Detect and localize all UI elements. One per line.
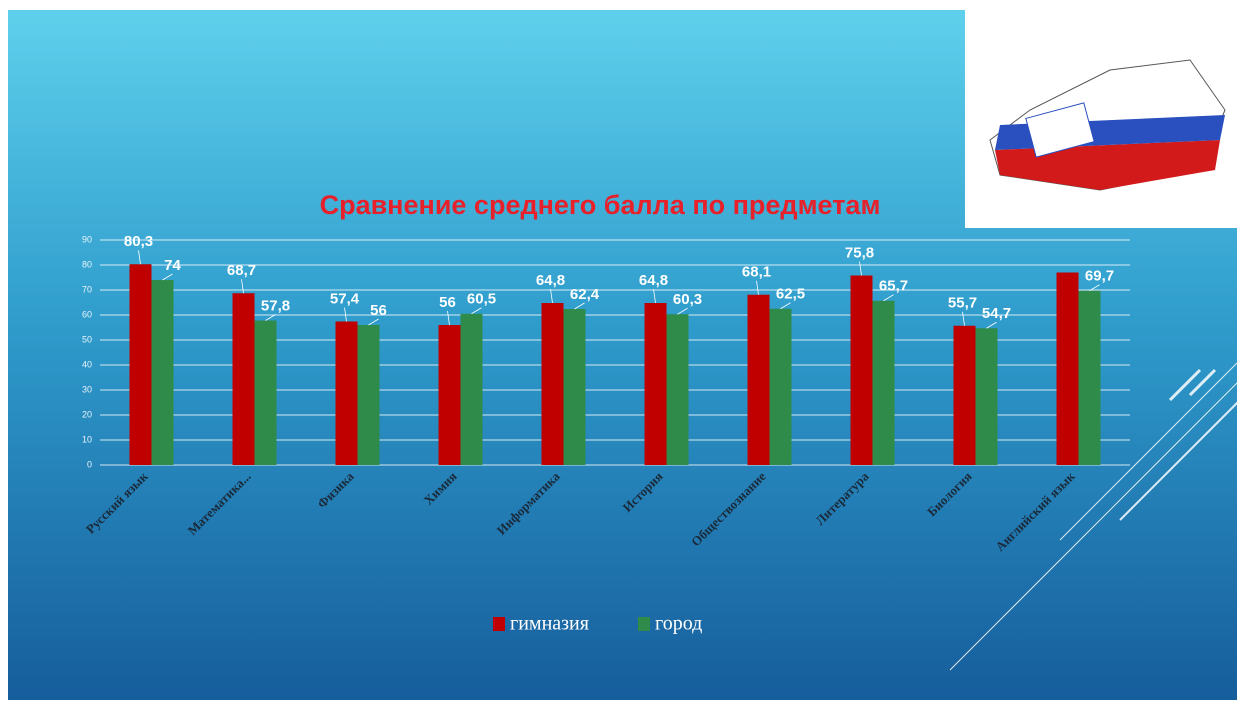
data-label: 62,5 bbox=[776, 286, 805, 303]
leader-line bbox=[471, 307, 482, 315]
leader-line bbox=[677, 307, 688, 315]
leader-line bbox=[1089, 284, 1100, 292]
y-tick-label: 60 bbox=[82, 309, 92, 319]
logo bbox=[965, 10, 1240, 228]
bar bbox=[460, 313, 483, 465]
bar bbox=[541, 303, 564, 465]
bar bbox=[872, 300, 895, 465]
leader-line bbox=[138, 250, 141, 265]
data-label: 74 bbox=[164, 257, 181, 274]
bar bbox=[953, 325, 976, 465]
bar bbox=[850, 275, 873, 465]
bar bbox=[438, 325, 461, 465]
data-label: 54,7 bbox=[982, 305, 1011, 322]
data-label: 68,7 bbox=[227, 262, 256, 279]
y-tick-label: 20 bbox=[82, 409, 92, 419]
bar bbox=[563, 309, 586, 465]
leader-line bbox=[780, 302, 791, 310]
bar bbox=[129, 264, 152, 465]
leader-line bbox=[368, 318, 379, 326]
data-label: 75,8 bbox=[845, 244, 874, 261]
decor-lines bbox=[949, 359, 1241, 671]
bar bbox=[666, 314, 689, 465]
leader-line bbox=[883, 294, 894, 302]
leader-line bbox=[265, 314, 276, 321]
chart-title: Сравнение среднего балла по предметам bbox=[320, 190, 881, 220]
leader-line bbox=[241, 279, 244, 294]
y-tick-label: 0 bbox=[87, 459, 92, 469]
y-tick-label: 70 bbox=[82, 284, 92, 294]
bar bbox=[769, 308, 792, 465]
leader-line bbox=[859, 261, 862, 276]
bar bbox=[644, 303, 667, 465]
legend-swatch bbox=[638, 617, 650, 631]
data-label: 56 bbox=[439, 294, 456, 311]
legend: гимназия город bbox=[493, 613, 702, 635]
leader-line bbox=[962, 311, 965, 326]
bar bbox=[232, 293, 255, 465]
legend-swatch bbox=[493, 617, 505, 631]
leader-line bbox=[162, 273, 173, 281]
bar bbox=[254, 320, 277, 465]
data-label: 64,8 bbox=[536, 272, 565, 289]
bar bbox=[1056, 272, 1079, 465]
data-label: 62,4 bbox=[570, 286, 600, 303]
data-label: 57,8 bbox=[261, 297, 290, 314]
data-label: 57,4 bbox=[330, 290, 360, 307]
data-label: 56 bbox=[370, 302, 387, 319]
legend-label: гимназия bbox=[510, 613, 589, 635]
data-label: 60,5 bbox=[467, 291, 496, 308]
bar bbox=[357, 325, 380, 465]
leader-line bbox=[447, 310, 450, 326]
bar bbox=[1078, 290, 1101, 465]
data-label: 80,3 bbox=[124, 233, 153, 250]
y-tick-label: 80 bbox=[82, 259, 92, 269]
y-tick-label: 90 bbox=[82, 234, 92, 244]
leader-line bbox=[756, 280, 759, 295]
data-label: 65,7 bbox=[879, 278, 908, 295]
legend-label: город bbox=[655, 613, 702, 635]
bar bbox=[151, 280, 174, 465]
bar bbox=[747, 294, 770, 465]
bar bbox=[335, 321, 358, 465]
data-label: 60,3 bbox=[673, 291, 702, 308]
leader-line bbox=[550, 288, 553, 304]
data-label: 64,8 bbox=[639, 272, 668, 289]
data-label: 55,7 bbox=[948, 295, 977, 312]
y-tick-label: 30 bbox=[82, 384, 92, 394]
leader-line bbox=[653, 288, 656, 304]
data-label: 68,1 bbox=[742, 264, 771, 281]
y-tick-label: 50 bbox=[82, 334, 92, 344]
y-tick-label: 10 bbox=[82, 434, 92, 444]
leader-line bbox=[574, 302, 585, 310]
bar bbox=[975, 328, 998, 465]
leader-line bbox=[986, 321, 997, 329]
leader-line bbox=[344, 307, 347, 322]
data-label: 69,7 bbox=[1085, 268, 1114, 285]
y-tick-label: 40 bbox=[82, 359, 92, 369]
